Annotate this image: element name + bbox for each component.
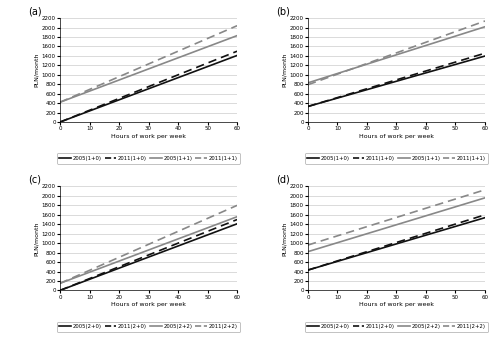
Y-axis label: PLN/month: PLN/month	[34, 53, 39, 87]
Legend: 2005(1+0), 2011(1+0), 2005(1+1), 2011(1+1): 2005(1+0), 2011(1+0), 2005(1+1), 2011(1+…	[304, 153, 488, 163]
Text: (c): (c)	[28, 174, 41, 184]
Y-axis label: PLN/month: PLN/month	[34, 221, 39, 256]
Legend: 2005(1+0), 2011(1+0), 2005(1+1), 2011(1+1): 2005(1+0), 2011(1+0), 2005(1+1), 2011(1+…	[57, 153, 240, 163]
X-axis label: Hours of work per week: Hours of work per week	[359, 134, 434, 139]
Text: (a): (a)	[28, 6, 42, 16]
Text: (b): (b)	[276, 6, 290, 16]
Legend: 2005(2+0), 2011(2+0), 2005(2+2), 2011(2+2): 2005(2+0), 2011(2+0), 2005(2+2), 2011(2+…	[57, 322, 240, 332]
Text: (d): (d)	[276, 174, 290, 184]
X-axis label: Hours of work per week: Hours of work per week	[111, 302, 186, 307]
Y-axis label: PLN/month: PLN/month	[282, 221, 287, 256]
X-axis label: Hours of work per week: Hours of work per week	[359, 302, 434, 307]
Legend: 2005(2+0), 2011(2+0), 2005(2+2), 2011(2+2): 2005(2+0), 2011(2+0), 2005(2+2), 2011(2+…	[304, 322, 488, 332]
X-axis label: Hours of work per week: Hours of work per week	[111, 134, 186, 139]
Y-axis label: PLN/month: PLN/month	[282, 53, 287, 87]
